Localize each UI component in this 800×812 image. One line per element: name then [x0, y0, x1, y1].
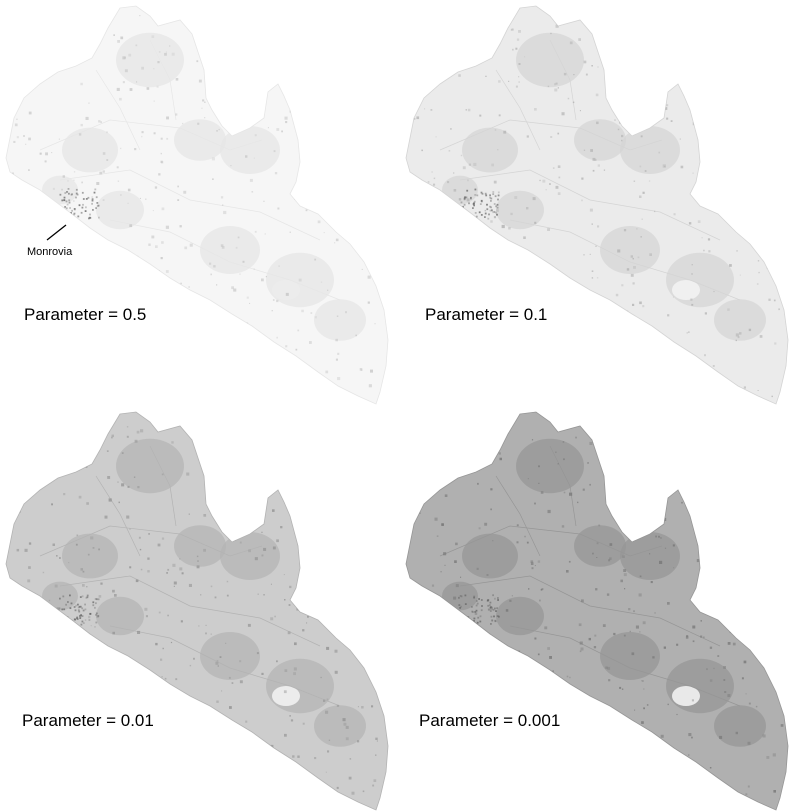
- liberia-map: [5, 5, 389, 405]
- map-panel-bottom-left: Parameter = 0.01: [0, 406, 400, 812]
- liberia-map: [5, 411, 389, 811]
- map-panel-top-left: Monrovia Parameter = 0.5: [0, 0, 400, 406]
- country-outline: [405, 411, 789, 811]
- country-outline: [405, 5, 789, 405]
- parameter-label: Parameter = 0.01: [22, 711, 154, 730]
- density-texture: [407, 412, 787, 810]
- liberia-map: [405, 411, 789, 811]
- parameter-label: Parameter = 0.5: [24, 305, 147, 324]
- parameter-label: Parameter = 0.001: [419, 711, 561, 730]
- country-outline: [5, 5, 389, 405]
- parameter-label: Parameter = 0.1: [425, 305, 548, 324]
- map-panel-top-right: Parameter = 0.1: [400, 0, 800, 406]
- density-texture: [406, 6, 788, 404]
- liberia-map: [405, 5, 789, 405]
- country-outline: [5, 411, 389, 811]
- monrovia-label: Monrovia: [27, 246, 73, 258]
- map-panel-bottom-right: Parameter = 0.001: [400, 406, 800, 812]
- monrovia-pointer: [46, 224, 67, 241]
